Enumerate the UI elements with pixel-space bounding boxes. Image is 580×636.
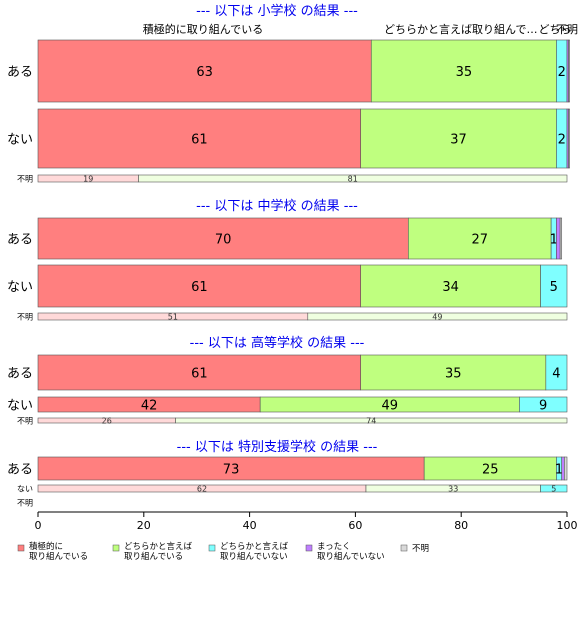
x-tick-label: 20	[137, 519, 151, 532]
bar-segment	[564, 456, 568, 481]
bar-segment	[360, 264, 541, 308]
top-label: 積極的に取り組んでいる	[143, 22, 263, 36]
data-label: 5	[551, 485, 556, 494]
data-label: 4	[552, 367, 560, 382]
row-label: 不明	[17, 313, 33, 322]
bar-segment	[360, 108, 557, 169]
data-label: 26	[102, 417, 112, 426]
x-tick-label: 80	[454, 519, 468, 532]
legend-swatch	[208, 544, 216, 552]
row-label: ない	[17, 485, 33, 494]
data-label: 51	[168, 313, 178, 322]
top-label: 不明	[556, 23, 578, 36]
data-label: 35	[456, 65, 473, 80]
data-label: 73	[223, 463, 240, 478]
data-label: 49	[382, 399, 399, 414]
legend-swatch	[112, 544, 120, 552]
bar-segment	[37, 108, 361, 169]
data-label: 25	[482, 463, 499, 478]
row-label: ない	[7, 399, 33, 414]
legend-label: 不明	[412, 544, 429, 554]
data-label: 9	[539, 399, 547, 414]
bar-segment	[540, 484, 568, 493]
data-label: 63	[196, 65, 213, 80]
data-label: 19	[83, 175, 93, 184]
legend-swatch	[17, 544, 25, 552]
row-label: ある	[7, 463, 33, 478]
data-label: 35	[445, 367, 462, 382]
legend-swatch	[400, 544, 408, 552]
data-label: 1	[550, 233, 558, 248]
data-label: 49	[432, 313, 442, 322]
legend-label: 取り組んでいない	[220, 551, 288, 562]
row-label: 不明	[17, 417, 33, 426]
bar-segment	[370, 39, 557, 103]
data-label: 34	[442, 280, 459, 295]
data-label: 61	[191, 280, 208, 295]
row-label: ない	[7, 280, 33, 295]
legend-swatch	[305, 544, 313, 552]
bar-segment	[568, 108, 570, 169]
bar-segment	[545, 354, 568, 391]
data-label: 37	[450, 133, 467, 148]
bar-segment	[307, 312, 568, 321]
legend-label: まったく	[317, 542, 351, 552]
legend-label: 取り組んでいない	[317, 551, 385, 562]
row-label: ある	[7, 367, 33, 382]
group-title: --- 以下は 中学校 の結果 ---	[196, 198, 358, 214]
data-label: 61	[191, 133, 208, 148]
legend-label: どちらかと言えば	[124, 541, 193, 552]
legend-label: 積極的に	[29, 541, 63, 552]
data-label: 62	[197, 485, 207, 494]
x-tick-label: 0	[35, 519, 42, 532]
row-label: ない	[7, 133, 33, 148]
row-label: ある	[7, 65, 33, 80]
legend-label: 取り組んでいる	[124, 551, 183, 562]
bar-segment	[519, 396, 568, 413]
data-label: 74	[366, 417, 376, 426]
data-label: 27	[471, 233, 488, 248]
bar-segment	[138, 174, 568, 183]
data-label: 81	[348, 175, 358, 184]
row-label: 不明	[17, 175, 33, 184]
data-label: 2	[558, 133, 566, 148]
bar-segment	[540, 264, 568, 308]
bar-segment	[37, 217, 409, 260]
bar-segment	[568, 39, 570, 103]
data-label: 33	[448, 485, 458, 494]
group-title: --- 以下は 特別支援学校 の結果 ---	[177, 439, 378, 455]
bar-segment	[561, 456, 565, 481]
x-tick-label: 100	[557, 519, 578, 532]
group-title: --- 以下は 高等学校 の結果 ---	[190, 335, 365, 351]
bar-segment	[175, 417, 568, 424]
data-label: 5	[550, 280, 558, 295]
top-label: どちら	[539, 23, 572, 36]
data-label: 1	[555, 463, 563, 478]
data-label: 42	[141, 399, 158, 414]
group-title: --- 以下は 小学校 の結果 ---	[196, 3, 358, 19]
top-label: どちらかと言えば取り組んで…	[384, 23, 537, 36]
row-label: ある	[7, 233, 33, 248]
legend-label: 取り組んでいる	[29, 551, 88, 562]
bar-segment	[556, 217, 561, 260]
data-label: 2	[558, 65, 566, 80]
x-tick-label: 40	[243, 519, 257, 532]
bar-segment	[407, 217, 552, 260]
data-label: 70	[215, 233, 232, 248]
bar-segment	[37, 354, 361, 391]
bar-segment	[360, 354, 547, 391]
legend-label: どちらかと言えば	[220, 541, 289, 552]
bar-segment	[559, 217, 563, 260]
x-tick-label: 60	[348, 519, 362, 532]
data-label: 61	[191, 367, 208, 382]
row-label: 不明	[17, 499, 33, 508]
bar-segment	[37, 264, 361, 308]
